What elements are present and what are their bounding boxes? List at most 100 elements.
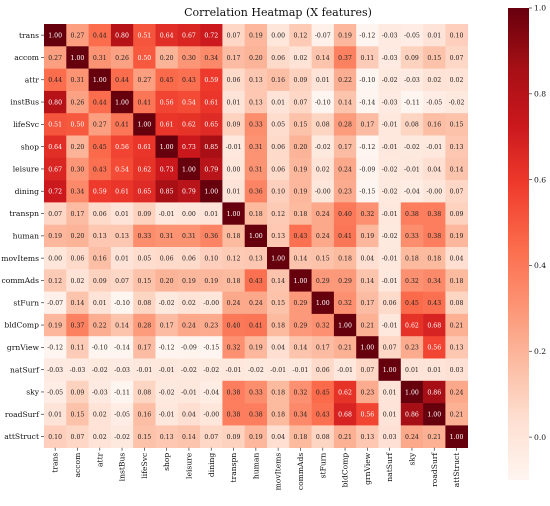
heatmap-cell-value: 0.32 [360, 211, 374, 218]
heatmap-cell-value: 0.18 [227, 233, 241, 240]
heatmap-cell [244, 46, 268, 69]
heatmap-cell-value: 0.24 [227, 300, 241, 307]
heatmap-cell-value: 0.38 [427, 211, 441, 218]
heatmap-cell [66, 313, 89, 337]
heatmap-cell-value: 0.19 [294, 166, 308, 173]
heatmap-cell [400, 403, 424, 426]
heatmap-cell [400, 202, 424, 225]
heatmap-cell-value: 0.72 [48, 189, 62, 196]
heatmap-cell-value: 0.17 [360, 300, 374, 307]
heatmap-cell-value: 0.28 [338, 122, 352, 129]
heatmap-cell-value: 0.29 [294, 300, 308, 307]
heatmap-cell [289, 403, 312, 426]
heatmap-cell [267, 135, 290, 159]
heatmap-cell [267, 380, 290, 404]
heatmap-cell-value: 0.08 [405, 122, 419, 129]
heatmap-cell-value: 0.17 [160, 322, 174, 329]
heatmap-cell-value: 0.21 [450, 412, 464, 419]
heatmap-cell-value: -0.01 [159, 412, 175, 419]
heatmap-cell [66, 336, 89, 359]
heatmap-cell [222, 24, 245, 47]
heatmap-cell-value: 0.31 [71, 77, 85, 84]
heatmap-cell [378, 425, 402, 448]
heatmap-cell [177, 135, 201, 159]
heatmap-cell [222, 46, 245, 69]
heatmap-cell-value: 0.02 [294, 55, 308, 62]
heatmap-cell [289, 358, 312, 382]
heatmap-cell [88, 135, 112, 159]
heatmap-cell-value: 0.44 [115, 77, 129, 84]
heatmap-cell-value: 0.37 [338, 55, 352, 62]
heatmap-cell [133, 90, 156, 114]
heatmap-cell [356, 403, 379, 426]
heatmap-cell-value: -0.02 [382, 189, 398, 196]
y-tick-label: trans [19, 31, 39, 40]
heatmap-cell-value: 0.16 [427, 122, 441, 129]
heatmap-cell [222, 157, 245, 181]
heatmap-cell [44, 336, 67, 359]
heatmap-cell-value: 0.16 [93, 255, 107, 262]
heatmap-cell [423, 46, 446, 69]
heatmap-cell-value: 0.21 [338, 434, 352, 441]
heatmap-cell-value: -0.07 [315, 32, 331, 39]
heatmap-cell-value: 0.04 [450, 255, 464, 262]
heatmap-cell-value: 0.18 [271, 389, 285, 396]
heatmap-cell [400, 358, 424, 382]
heatmap-cell [378, 358, 402, 382]
heatmap-cell-value: 0.16 [271, 77, 285, 84]
heatmap-cell [311, 380, 335, 404]
y-tick-label: roadSurf [5, 410, 40, 419]
heatmap-cell-value: 0.19 [450, 233, 464, 240]
heatmap-cell [110, 269, 134, 292]
heatmap-cell-value: 1.00 [227, 211, 241, 218]
heatmap-cell-value: 0.62 [137, 166, 151, 173]
heatmap-cell-value: 0.30 [71, 166, 85, 173]
heatmap-cell [222, 403, 245, 426]
heatmap-cell-value: 0.24 [316, 211, 330, 218]
heatmap-cell [400, 157, 424, 181]
heatmap-cell [110, 202, 134, 225]
heatmap-cell-value: 0.09 [71, 389, 85, 396]
heatmap-cell [200, 380, 223, 404]
heatmap-cell-value: 0.02 [71, 278, 85, 285]
heatmap-cell-value: 0.14 [338, 99, 352, 106]
heatmap-cell-value: -0.01 [136, 367, 152, 374]
heatmap-cell-value: 0.59 [93, 189, 107, 196]
heatmap-cell [110, 157, 134, 181]
heatmap-cell-value: -0.02 [181, 367, 197, 374]
heatmap-cell [66, 291, 89, 315]
heatmap-cell-value: 0.06 [271, 55, 285, 62]
heatmap-cell [400, 68, 424, 92]
heatmap-cell [200, 24, 223, 47]
heatmap-cell [200, 247, 223, 270]
heatmap-cell [244, 269, 268, 292]
heatmap-cell-value: 0.14 [294, 255, 308, 262]
heatmap-cell [356, 358, 379, 382]
heatmap-cell [44, 202, 67, 225]
heatmap-cell [110, 224, 134, 248]
heatmap-cell-value: 0.08 [316, 122, 330, 129]
heatmap-cell [133, 425, 156, 448]
heatmap-cell [445, 291, 468, 315]
heatmap-cell-value: 0.02 [93, 412, 107, 419]
heatmap-cell-value: 0.01 [115, 255, 129, 262]
heatmap-cell-value: 0.14 [360, 278, 374, 285]
heatmap-cell [333, 180, 357, 203]
heatmap-cell [222, 291, 245, 315]
heatmap-cell [155, 113, 179, 136]
heatmap-cell-value: 0.86 [427, 389, 441, 396]
heatmap-cell [66, 425, 89, 448]
heatmap-cell [267, 90, 290, 114]
x-tick-label: dining [207, 453, 216, 477]
heatmap-cell [445, 358, 468, 382]
heatmap-cell-value: 0.45 [160, 77, 174, 84]
heatmap-cell-value: 0.62 [338, 389, 352, 396]
heatmap-cell-value: -0.02 [315, 144, 331, 151]
heatmap-cell [200, 425, 223, 448]
heatmap-cell-value: 0.10 [271, 189, 285, 196]
heatmap-cell-value: -0.12 [359, 32, 375, 39]
heatmap-cell [445, 269, 468, 292]
heatmap-cell [222, 425, 245, 448]
heatmap-cell [133, 224, 156, 248]
heatmap-cell [88, 336, 112, 359]
